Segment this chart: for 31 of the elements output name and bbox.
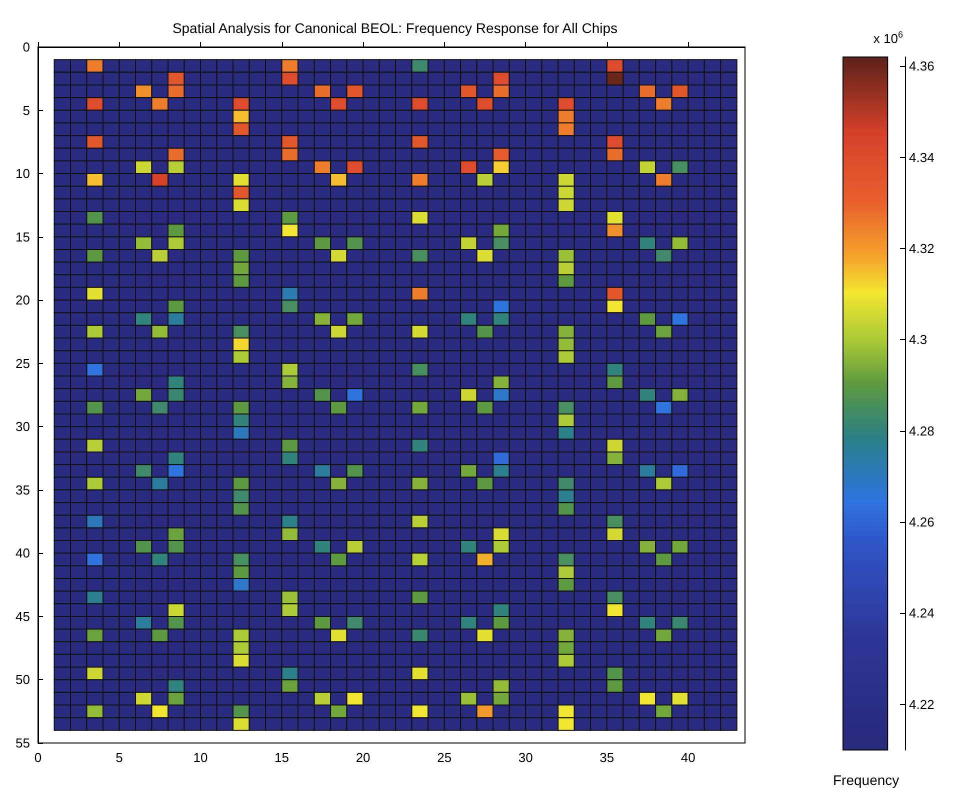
color-bar-title: Frequency xyxy=(833,772,900,788)
x-tick-label: 15 xyxy=(274,750,290,765)
y-tick-label: 20 xyxy=(16,292,30,308)
color-bar-label: 4.22 xyxy=(909,696,934,712)
x-tick-label: 5 xyxy=(116,750,123,765)
y-tick-label: 15 xyxy=(16,229,30,244)
color-bar-label: 4.3 xyxy=(909,332,928,348)
y-tick-label: 0 xyxy=(22,40,30,54)
y-tick-label: 5 xyxy=(22,102,30,118)
x-tick-label: 25 xyxy=(437,750,452,765)
y-tick-label: 35 xyxy=(16,482,30,498)
chart-title: Spatial Analysis for Canonical BEOL: Frequency Response for All Chips xyxy=(172,20,618,36)
y-tick-label: 30 xyxy=(16,419,30,434)
y-tick-label: 50 xyxy=(16,672,30,688)
color-bar-label: 4.32 xyxy=(909,240,934,256)
y-tick-label: 10 xyxy=(16,166,30,182)
color-bar-label: 4.26 xyxy=(909,514,934,530)
x-tick-label: 20 xyxy=(356,750,370,765)
color-bar-label: 4.28 xyxy=(909,423,934,438)
x-tick-label: 0 xyxy=(34,750,42,765)
x-tick-label: 35 xyxy=(600,750,614,765)
color-bar-label: 4.24 xyxy=(909,606,934,621)
color-bar-label: 4.34 xyxy=(909,150,934,165)
y-tick-label: 40 xyxy=(16,546,30,561)
y-tick-label: 45 xyxy=(16,608,30,624)
x-tick-label: 10 xyxy=(193,750,208,765)
y-tick-label: 25 xyxy=(16,356,30,371)
x-tick-label: 40 xyxy=(680,750,696,765)
color-bar-label: 4.36 xyxy=(909,58,934,74)
x-tick-label: 30 xyxy=(518,750,533,765)
y-tick-label: 55 xyxy=(16,736,30,750)
